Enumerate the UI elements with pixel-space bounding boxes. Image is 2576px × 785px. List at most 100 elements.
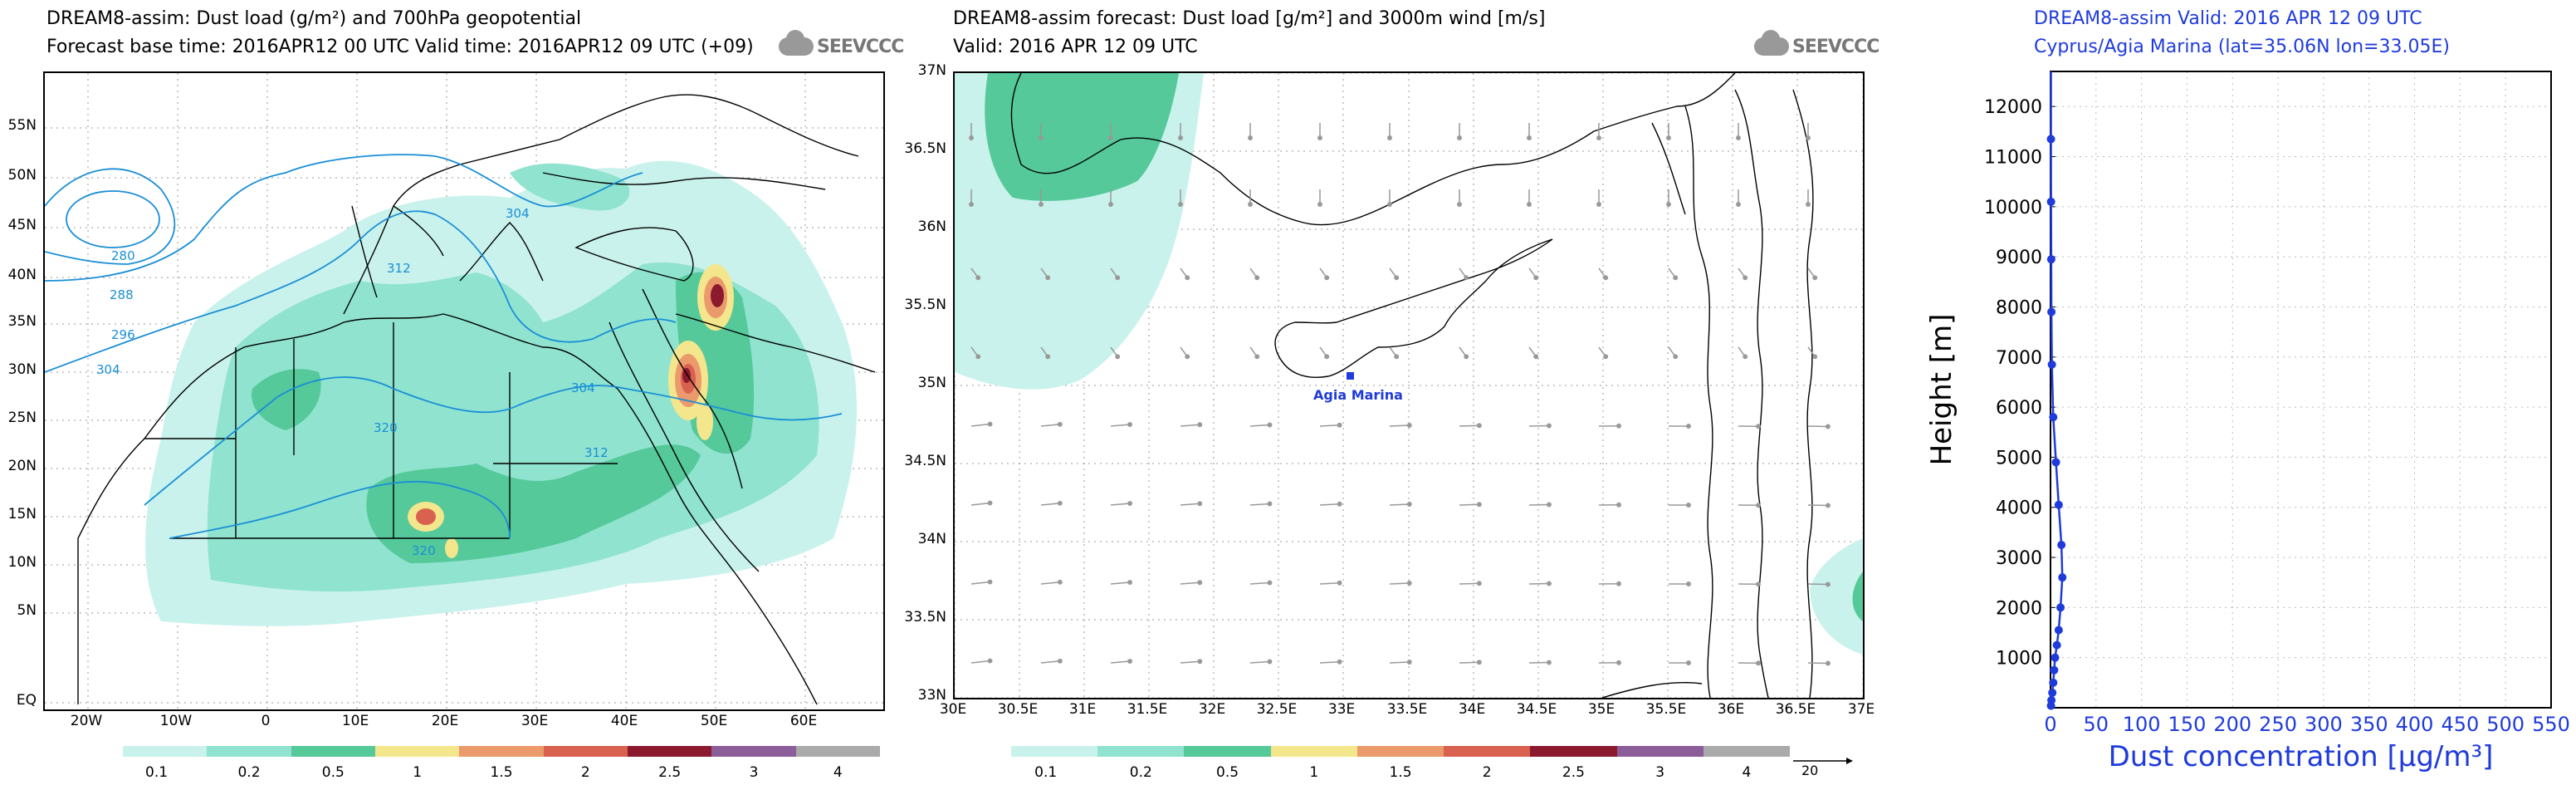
lat-tick-label: 55N: [7, 117, 37, 134]
lat-tick-label: 20N: [7, 458, 37, 474]
lon-tick-label: 30E: [939, 701, 967, 718]
contour-label: 320: [374, 420, 398, 435]
wind-vector-head: [1596, 135, 1601, 140]
lat-tick-label: 35.5N: [904, 297, 946, 313]
wind-vector: [1528, 503, 1549, 506]
y-axis-label: Height [m]: [1925, 314, 1958, 466]
wind-vector-head: [1743, 354, 1748, 360]
wind-vector-head: [1267, 501, 1273, 507]
wind-vector-head: [1756, 424, 1761, 429]
panel2-title: DREAM8-assim forecast: Dust load [g/m²] …: [953, 8, 1546, 29]
colorbar-swatch: [374, 746, 460, 757]
profile-grid: [2050, 71, 2552, 708]
contour-label: 288: [110, 287, 134, 302]
colorbar-label: 0.1: [1034, 764, 1058, 781]
colorbar-label: 0.5: [321, 764, 345, 781]
colorbar-label: 2: [1482, 764, 1492, 781]
wind-vector: [1180, 503, 1200, 506]
wind-vector-head: [975, 275, 981, 281]
colorbar-label: 0.1: [145, 764, 169, 781]
wind-vector-head: [1248, 135, 1253, 140]
wind-vector: [1319, 503, 1340, 506]
wind-vector-head: [1616, 502, 1621, 508]
wind-vector: [1459, 582, 1479, 585]
lat-tick-label: 40N: [7, 267, 37, 283]
colorbar-label: 4: [1742, 764, 1752, 781]
x-tick-label: 400: [2396, 713, 2434, 736]
y-tick-label: 2000: [1996, 598, 2042, 619]
wind-vector-head: [1476, 423, 1482, 429]
wind-vector-head: [1686, 424, 1691, 429]
lat-tick-label: 34.5N: [904, 453, 946, 469]
data-point: [2052, 640, 2061, 650]
wind-vector-head: [987, 579, 993, 585]
lat-tick-label: 33N: [917, 687, 946, 704]
y-tick-label: 10000: [1984, 198, 2042, 218]
dust-wind-map: Agia Marina: [953, 71, 1865, 699]
colorbar-swatch: [627, 746, 712, 757]
wind-vector: [1180, 581, 1200, 585]
dust-shading: [145, 160, 858, 626]
lat-tick-label: 36.5N: [904, 140, 946, 157]
wind-vector-head: [1457, 135, 1462, 140]
wind-vector-head: [1324, 354, 1330, 360]
wind-vector-head: [1324, 275, 1330, 281]
data-point: [2057, 540, 2066, 549]
y-tick-label: 11000: [1984, 148, 2042, 169]
wind-vector: [1110, 581, 1131, 585]
data-point: [2046, 197, 2055, 206]
x-tick-label: 150: [2168, 713, 2207, 736]
wind-vector: [970, 581, 990, 585]
wind-vector-head: [1825, 581, 1831, 587]
lon-tick-label: 37E: [1847, 701, 1875, 718]
wind-vector: [1319, 424, 1340, 427]
wind-vector-head: [1127, 659, 1133, 664]
colorbar-swatch: [1270, 746, 1357, 757]
data-point: [2051, 458, 2060, 467]
panel1-title: DREAM8-assim: Dust load (g/m²) and 700hP…: [46, 8, 582, 29]
wind-vector: [1249, 424, 1270, 427]
cloud-logo-icon: [1754, 30, 1789, 56]
coastlines: [77, 94, 876, 705]
station-label: Agia Marina: [1313, 387, 1403, 403]
colorbar-label: 3: [1655, 764, 1665, 781]
x-tick-label: 250: [2259, 713, 2297, 736]
wind-vector-head: [1197, 422, 1203, 428]
x-tick-label: 0: [2044, 713, 2056, 736]
wind-vector-head: [1686, 660, 1691, 665]
colorbar-swatch: [1616, 746, 1703, 757]
wind-vector-head: [1666, 135, 1671, 140]
vector-reference-label: 20: [1801, 763, 1819, 778]
wind-vector-head: [1464, 354, 1469, 360]
wind-vector: [1528, 424, 1549, 427]
wind-vector-head: [1616, 423, 1621, 429]
y-tick-label: 7000: [1996, 348, 2042, 369]
lat-tick-label: EQ: [16, 692, 37, 709]
wind-vector-head: [1806, 202, 1811, 207]
lon-tick-label: 32.5E: [1256, 701, 1298, 718]
lon-tick-label: 0: [261, 713, 271, 729]
data-point: [2049, 413, 2058, 422]
wind-vector: [1528, 582, 1549, 585]
wind-vector: [1110, 503, 1131, 506]
geopotential-contours: [45, 154, 843, 539]
panel1-subtitle: Forecast base time: 2016APR12 00 UTC Val…: [46, 37, 754, 57]
wind-vector-head: [1337, 659, 1342, 665]
wind-vector-head: [969, 202, 974, 207]
wind-vector-head: [1127, 501, 1133, 506]
data-point: [2049, 678, 2058, 687]
colorbar-swatch: [795, 746, 880, 757]
lat-tick-label: 34N: [917, 531, 946, 547]
wind-vector-head: [1267, 422, 1273, 428]
colorbar-swatch: [1703, 746, 1790, 757]
data-point: [2046, 255, 2055, 264]
contour-label: 304: [506, 206, 530, 221]
colorbar-label: 2.5: [1562, 764, 1585, 781]
wind-vector-head: [1108, 135, 1113, 140]
colorbar-label: 2.5: [658, 764, 682, 781]
wind-vector-head: [1337, 422, 1342, 428]
lat-tick-label: 35N: [917, 375, 946, 391]
colorbar-swatch: [1530, 746, 1617, 757]
lat-tick-label: 30N: [7, 361, 37, 378]
wind-vector-head: [1387, 202, 1392, 207]
